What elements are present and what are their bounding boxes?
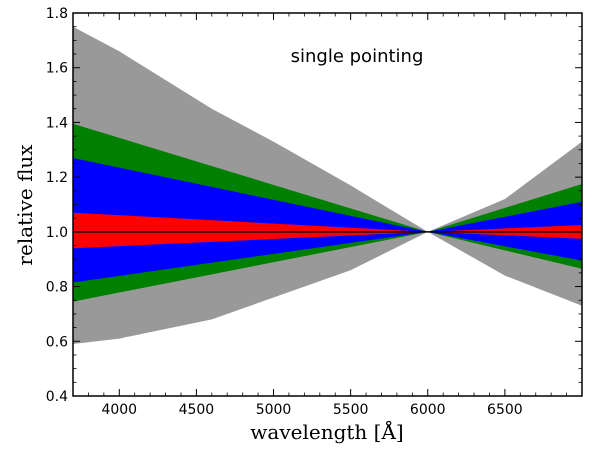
x-tick-label: 4000 [101,402,137,418]
x-tick-label: 6000 [410,402,446,418]
x-tick-label: 4500 [179,402,215,418]
band-3 [73,212,582,249]
y-tick-label: 1.8 [46,6,68,22]
bands-layer [73,26,582,344]
y-tick-label: 1.6 [46,61,68,77]
ticks-layer [72,12,582,397]
y-tick-label: 1.0 [46,225,68,241]
y-tick-label: 0.8 [46,280,68,296]
y-tick-label: 1.2 [46,170,68,186]
x-axis-label: wavelength [Å] [250,419,403,444]
chart-annotation: single pointing [291,46,424,67]
x-tick-label: 5500 [333,402,369,418]
tick-labels-layer: 4000 4500 5000 5500 6000 6500 0.4 0.6 0.8 1.0 1.2 1… [46,6,523,418]
band-2 [73,158,582,283]
y-tick-label: 0.6 [46,334,68,350]
y-tick-label: 0.4 [46,389,68,405]
x-tick-label: 6500 [487,402,523,418]
x-tick-label: 5000 [256,402,292,418]
y-axis-label: relative flux [13,144,37,266]
y-tick-label: 1.4 [46,115,68,131]
